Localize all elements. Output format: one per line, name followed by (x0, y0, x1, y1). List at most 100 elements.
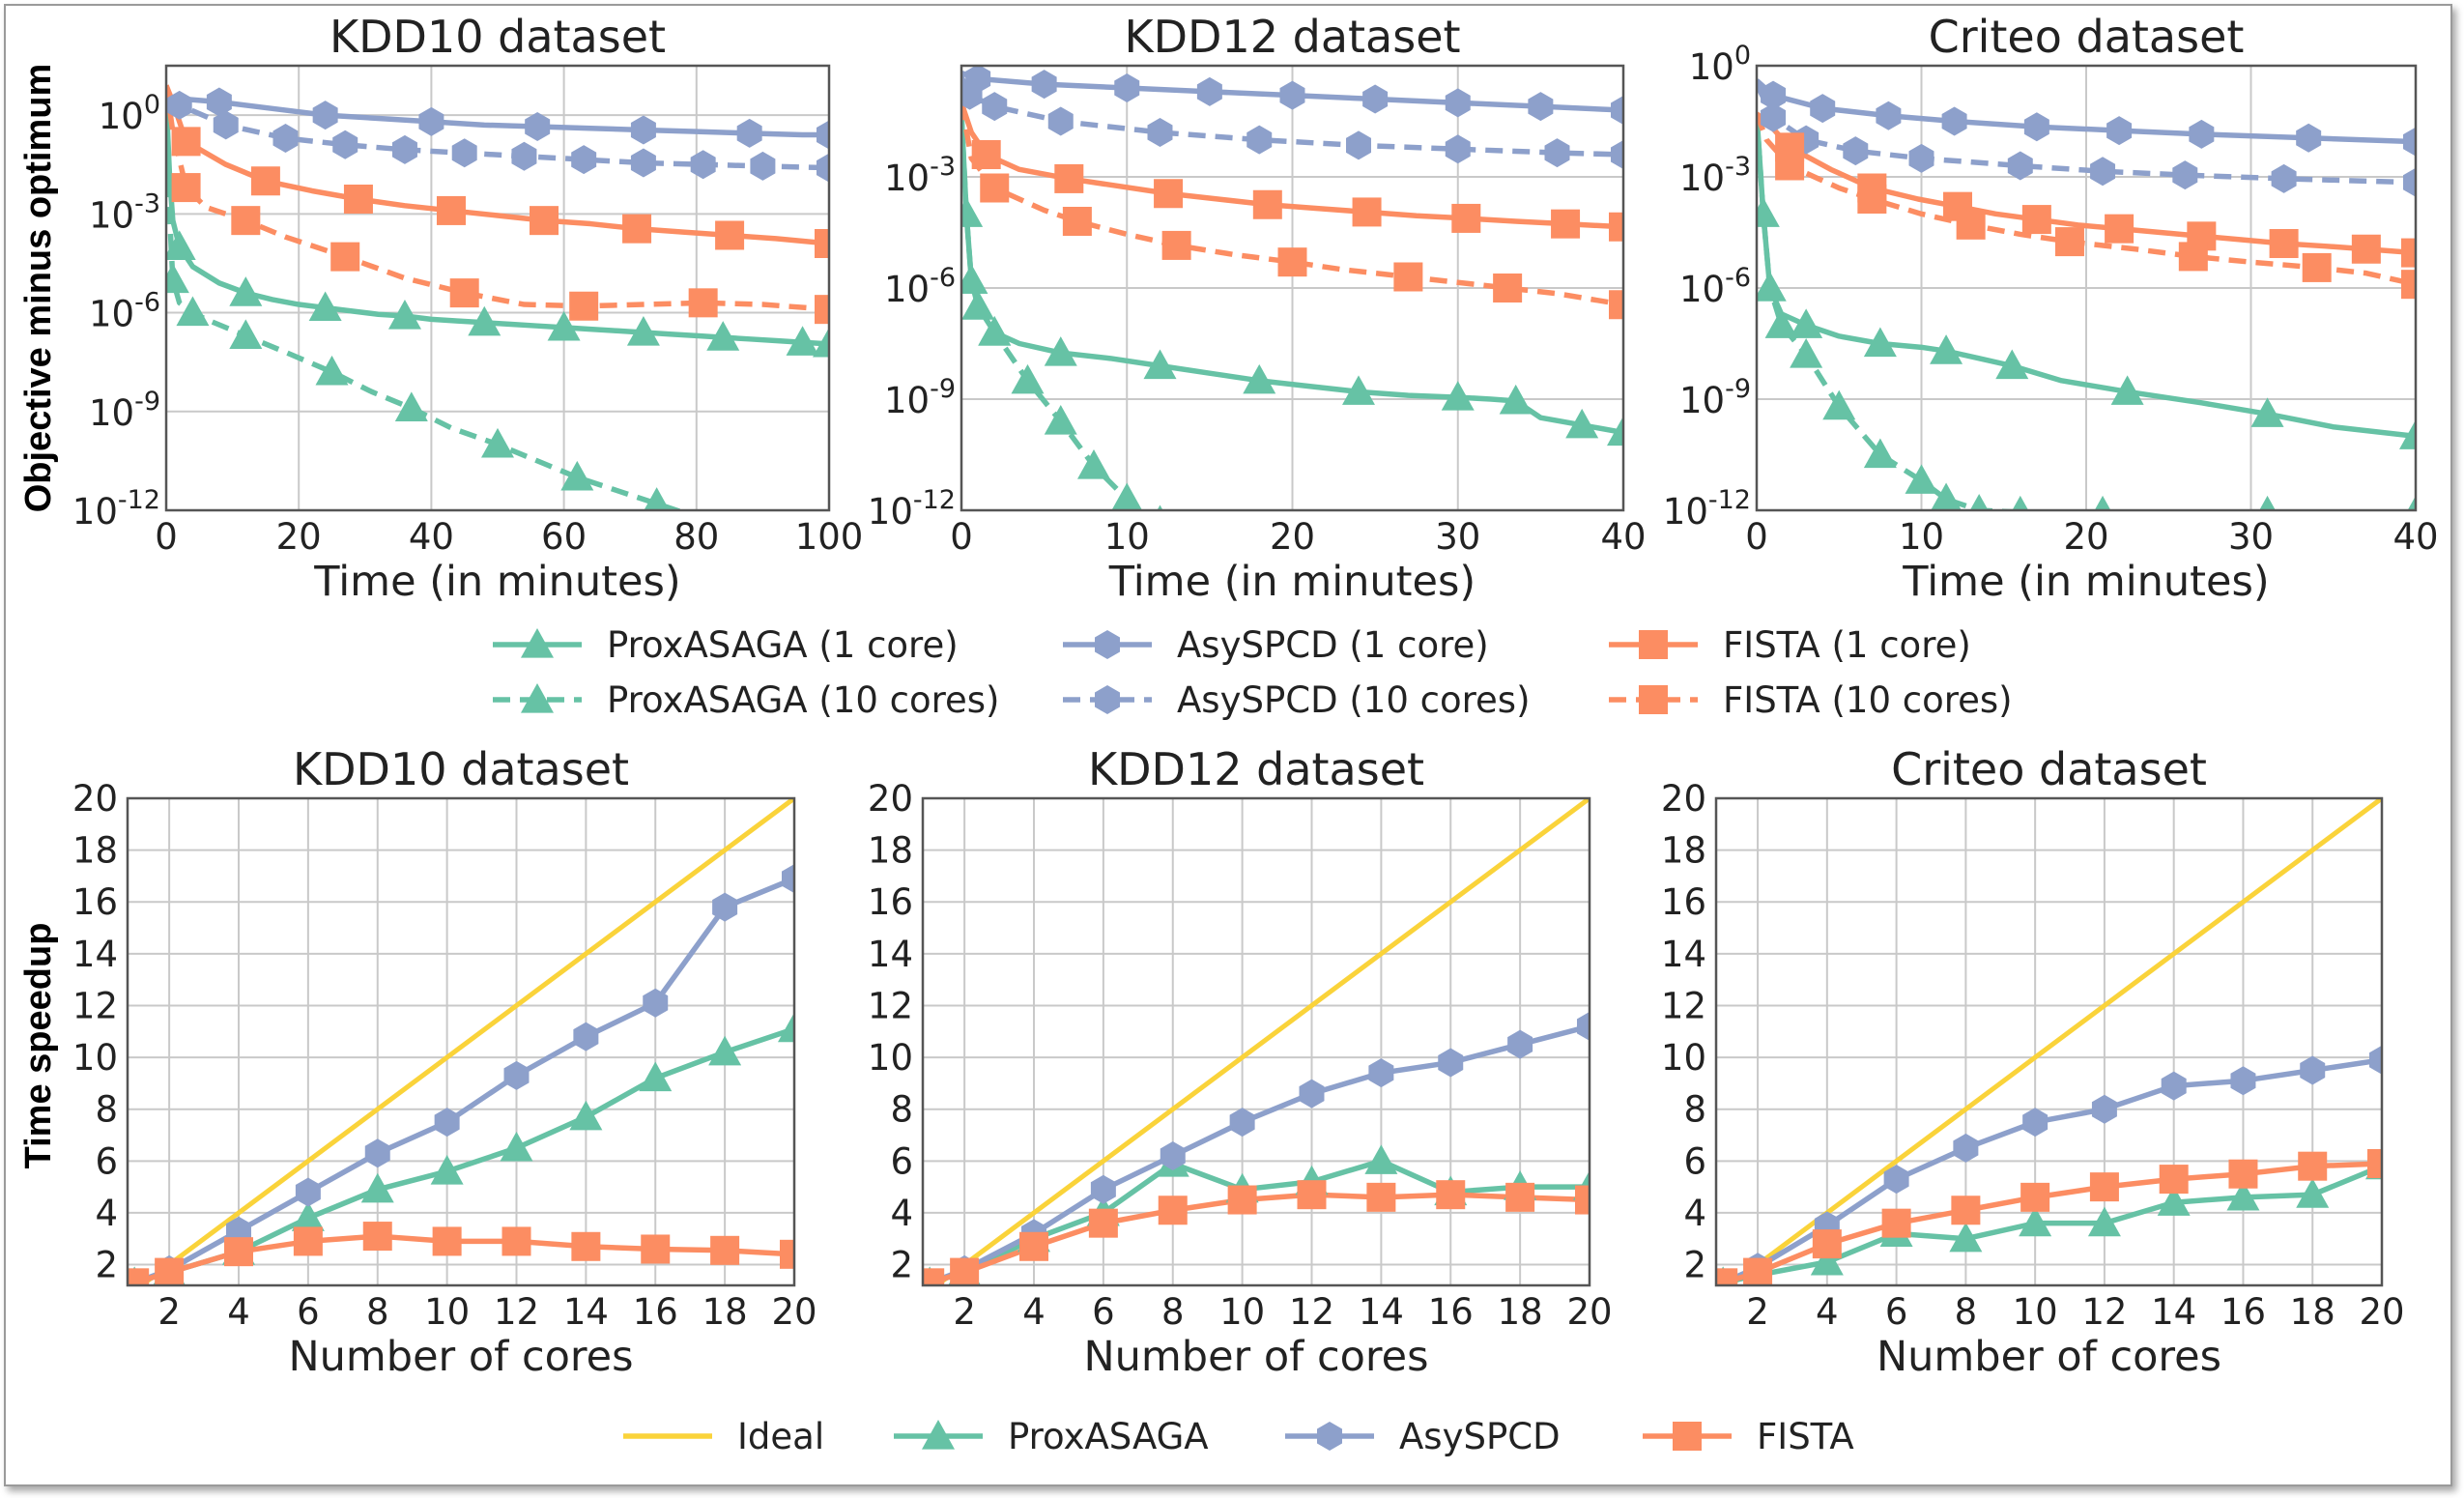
data-point-fista-1-core (715, 220, 745, 250)
data-point-fista-1-core (250, 166, 280, 196)
data-point-fista-1-core (2401, 238, 2416, 268)
data-point-fista (1716, 1268, 1738, 1285)
legend-label-proxasaga-10-cores: ProxASAGA (10 cores) (607, 679, 999, 721)
data-point-asyspcd-10-cores (571, 145, 597, 175)
x-tick-label: 10 (1104, 516, 1150, 558)
x-tick-label: 0 (1745, 516, 1768, 558)
data-point-asyspcd-1-core (312, 101, 338, 130)
data-point-fista-1-core (1609, 212, 1623, 242)
y-tick-label: 18 (72, 830, 118, 872)
legend-label-asyspcd: AsySPCD (1399, 1416, 1561, 1457)
series-line-asyspcd-10-cores (1757, 82, 2416, 186)
data-point-proxasaga-10-cores (2094, 495, 2111, 510)
data-point-asyspcd-10-cores (982, 92, 1008, 122)
data-point-asyspcd (295, 1177, 321, 1207)
y-tick-label: 6 (1683, 1140, 1706, 1182)
data-point-fista-10-cores (2054, 227, 2084, 257)
data-point-fista (1951, 1196, 1981, 1225)
series-group (166, 84, 829, 510)
legend-label-fista: FISTA (1757, 1416, 1854, 1457)
data-point-asyspcd (2091, 1094, 2117, 1124)
data-point-proxasaga-10-cores (978, 316, 1012, 346)
y-tick-label: 10-6 (1679, 263, 1751, 310)
x-tick-label: 40 (409, 516, 454, 558)
data-point-asyspcd-1-core (525, 112, 551, 142)
data-point-asyspcd-10-cores (332, 130, 358, 159)
data-point-asyspcd (364, 1138, 390, 1168)
legend-marker-proxasaga (922, 1420, 955, 1450)
data-point-proxasaga (569, 1100, 603, 1131)
data-point-asyspcd-10-cores (1908, 143, 1934, 173)
y-tick-label: 20 (868, 778, 913, 820)
data-point-proxasaga (2019, 1206, 2052, 1237)
data-point-fista-10-cores (1062, 207, 1092, 236)
data-point-proxasaga-10-cores (2259, 495, 2276, 510)
x-tick-label: 14 (563, 1291, 609, 1333)
data-point-proxasaga-1-core (1499, 384, 1533, 415)
data-point-asyspcd-1-core (206, 87, 232, 117)
data-point-asyspcd (1577, 1011, 1590, 1041)
plot-frame (164, 64, 831, 512)
data-point-fista-1-core (1252, 189, 1282, 219)
x-tick-label: 18 (2290, 1291, 2335, 1333)
y-tick-label: 16 (72, 881, 118, 923)
data-point-asyspcd-10-cores (2271, 163, 2297, 193)
x-tick-label: 10 (1899, 516, 1944, 558)
data-point-fista-1-core (343, 185, 373, 214)
data-point-proxasaga-10-cores (1077, 449, 1110, 479)
data-point-asyspcd (1229, 1108, 1255, 1138)
data-point-proxasaga (430, 1155, 464, 1185)
data-point-proxasaga-10-cores (644, 487, 670, 510)
data-point-proxasaga-1-core (2250, 397, 2284, 427)
data-point-proxasaga-10-cores (2407, 495, 2416, 510)
data-point-asyspcd (1953, 1133, 1979, 1163)
data-point-proxasaga-1-core (229, 276, 263, 306)
legend-label-asyspcd-10-cores: AsySPCD (10 cores) (1177, 679, 1531, 721)
x-tick-label: 8 (1161, 1291, 1185, 1333)
legend-label-proxasaga: ProxASAGA (1008, 1416, 1209, 1457)
legend-label-proxasaga-1-core: ProxASAGA (1 core) (607, 624, 959, 666)
data-point-proxasaga (639, 1061, 673, 1092)
data-point-asyspcd-10-cores (1445, 134, 1471, 164)
x-tick-label: 14 (1359, 1291, 1404, 1333)
data-point-proxasaga-10-cores (1157, 504, 1163, 510)
data-point-asyspcd-1-core (1876, 101, 1902, 130)
data-point-asyspcd (712, 892, 738, 922)
data-point-proxasaga-10-cores (1822, 389, 1856, 420)
y-tick-label: 10-9 (89, 387, 160, 434)
x-tick-label: 6 (297, 1291, 320, 1333)
data-point-proxasaga (291, 1201, 325, 1231)
x-tick-label: 14 (2151, 1291, 2196, 1333)
data-point-fista-10-cores (1493, 274, 1523, 302)
data-point-fista (1019, 1231, 1048, 1261)
data-point-fista (1227, 1185, 1257, 1215)
data-point-proxasaga-10-cores (961, 264, 988, 294)
data-point-fista-10-cores (569, 291, 599, 321)
data-point-fista (571, 1231, 601, 1261)
legend-label-fista-1-core: FISTA (1 core) (1723, 624, 1971, 666)
y-tick-label: 10-9 (1679, 374, 1751, 421)
data-point-proxasaga-10-cores (1790, 338, 1823, 368)
data-point-asyspcd (503, 1060, 530, 1090)
data-point-proxasaga (500, 1131, 533, 1162)
x-tick-label: 10 (1219, 1291, 1265, 1333)
data-point-proxasaga-1-core (706, 321, 740, 351)
data-point-asyspcd (643, 988, 669, 1018)
series-group (128, 798, 794, 1285)
data-point-asyspcd-10-cores (1147, 118, 1173, 147)
data-point-fista (710, 1235, 740, 1265)
chart-5: 2 4 6 8 10 12 14 16 18 20 2 4 6 8 10 12 14 16 18 20 KDD12 da… (868, 743, 1613, 1381)
data-point-fista-1-core (622, 214, 652, 244)
chart-1: 0 20 40 60 80 100 100 10-3 10-6 10-9 10-12 KDD10 da… (72, 11, 864, 606)
data-point-fista (2020, 1182, 2050, 1212)
data-point-asyspcd-10-cores (391, 134, 417, 164)
y-tick-label: 14 (72, 934, 118, 975)
y-tick-label: 18 (868, 830, 913, 872)
series-line-fista-1-core (961, 101, 1623, 230)
data-point-proxasaga-1-core (2110, 375, 2144, 405)
data-point-fista-10-cores (1277, 247, 1307, 277)
y-tick-label: 12 (72, 985, 118, 1026)
data-point-fista-1-core (530, 206, 559, 236)
data-point-asyspcd-10-cores (1843, 136, 1869, 166)
data-point-fista-1-core (2105, 214, 2135, 244)
